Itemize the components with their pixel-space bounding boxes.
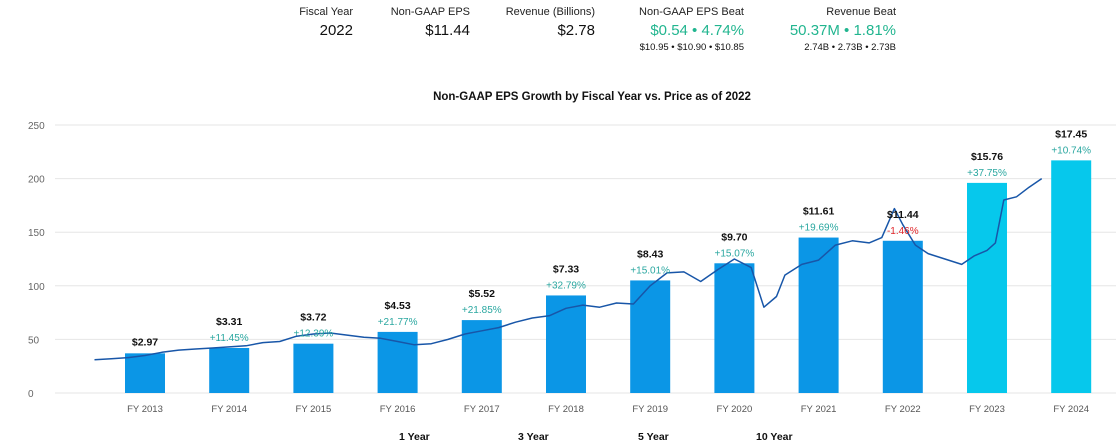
stat-label: Non-GAAP EPS Beat [639,6,744,18]
eps-value-label: $3.31 [216,316,242,328]
eps-bar [209,347,250,393]
eps-value-label: $11.61 [803,206,835,218]
y-tick-label: 250 [28,121,45,132]
eps-bar [798,237,839,393]
stat-label: Revenue Beat [826,6,896,18]
x-tick-label: FY 2020 [717,404,753,415]
eps-bar [293,343,334,393]
stat-value: 2022 [319,22,353,39]
range-5-year-button[interactable]: 5 Year [638,431,669,443]
x-tick-label: FY 2024 [1053,404,1089,415]
x-tick-label: FY 2023 [969,404,1005,415]
growth-label: +11.45% [210,333,249,344]
stat-label: Non-GAAP EPS [390,6,470,18]
stat-label: Fiscal Year [299,6,353,18]
eps-value-label: $11.44 [887,209,919,221]
growth-label: +15.01% [630,265,670,276]
growth-label: +10.74% [1051,145,1091,156]
stat-value: $11.44 [425,22,470,39]
stat-eps-beat: Non-GAAP EPS Beat $0.54 • 4.74% $10.95 •… [610,6,744,53]
stats-header: Fiscal Year 2022 Non-GAAP EPS $11.44 Rev… [0,6,1116,58]
stat-value: 50.37M • 1.81% [789,22,896,39]
growth-label: +15.07% [715,248,755,259]
y-tick-label: 200 [28,175,45,186]
stat-value: $2.78 [557,22,595,39]
growth-label: +37.75% [967,168,1007,179]
eps-bar [714,263,755,393]
stat-sub: 2.74B • 2.73B • 2.73B [804,42,896,53]
eps-bar [630,280,671,393]
range-1-year-button[interactable]: 1 Year [399,431,430,443]
eps-value-label: $7.33 [553,263,579,275]
eps-value-label: $2.97 [132,336,158,348]
stat-fiscal-year: Fiscal Year 2022 [290,6,353,39]
growth-label: -1.46% [887,226,919,237]
growth-label: +21.85% [462,305,502,316]
eps-bar [461,320,502,393]
eps-bar [882,240,923,393]
growth-label: +19.69% [799,223,839,234]
eps-value-label: $9.70 [721,231,747,243]
stat-eps: Non-GAAP EPS $11.44 [380,6,470,39]
x-tick-label: FY 2015 [296,404,332,415]
stat-value: $0.54 • 4.74% [650,22,744,39]
x-tick-label: FY 2021 [801,404,837,415]
growth-label: +12.39% [294,329,334,340]
eps-bar [1051,160,1092,393]
x-tick-label: FY 2019 [632,404,668,415]
eps-value-label: $15.76 [971,151,1003,163]
x-tick-label: FY 2016 [380,404,416,415]
price-line [94,177,1043,361]
stat-revenue-beat: Revenue Beat 50.37M • 1.81% 2.74B • 2.73… [760,6,896,53]
eps-value-label: $17.45 [1055,128,1087,140]
eps-value-label: $3.72 [300,312,326,324]
eps-value-label: $5.52 [469,288,495,300]
x-tick-label: FY 2013 [127,404,163,415]
eps-value-label: $4.53 [384,300,410,312]
y-tick-label: 0 [28,389,34,400]
y-tick-label: 150 [28,228,45,239]
y-tick-label: 100 [28,282,45,293]
stat-sub: $10.95 • $10.90 • $10.85 [639,42,744,53]
eps-value-label: $8.43 [637,248,663,260]
growth-label: +32.79% [546,280,586,291]
range-10-year-button[interactable]: 10 Year [756,431,793,443]
stat-revenue: Revenue (Billions) $2.78 [490,6,595,39]
chart-title: Non-GAAP EPS Growth by Fiscal Year vs. P… [433,91,751,103]
eps-bar [125,353,165,393]
range-3-year-button[interactable]: 3 Year [518,431,549,443]
y-tick-label: 50 [28,335,40,346]
x-tick-label: FY 2018 [548,404,584,415]
eps-bar [546,295,586,393]
growth-label: +21.77% [378,317,418,328]
stat-label: Revenue (Billions) [505,6,595,18]
x-tick-label: FY 2017 [464,404,500,415]
x-tick-label: FY 2022 [885,404,921,415]
x-tick-label: FY 2014 [211,404,247,415]
